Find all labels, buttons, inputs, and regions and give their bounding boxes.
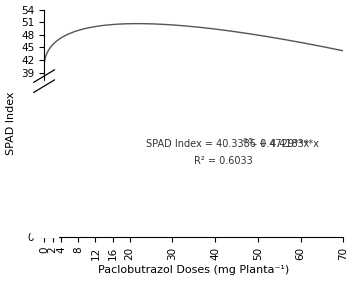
Bar [30, 81, 58, 237]
Text: 0.5: 0.5 [243, 138, 254, 144]
Text: SPAD Index = 40.3386 + 4.4183**x: SPAD Index = 40.3386 + 4.4183**x [146, 139, 319, 149]
X-axis label: Paclobutrazol Doses (mg Planta⁻¹): Paclobutrazol Doses (mg Planta⁻¹) [98, 266, 289, 275]
Text: R² = 0.6033: R² = 0.6033 [194, 156, 253, 166]
Y-axis label: SPAD Index: SPAD Index [6, 92, 16, 155]
Text: – 0.4729**x: – 0.4729**x [249, 139, 309, 149]
